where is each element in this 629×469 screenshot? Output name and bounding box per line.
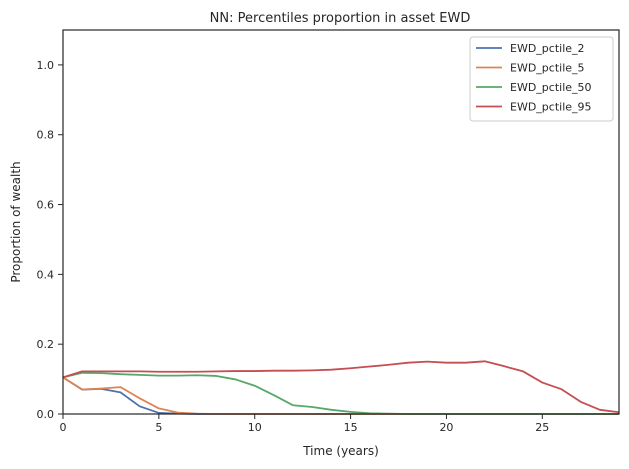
y-tick-label: 0.6 <box>37 199 55 212</box>
series-line-ewd-pctile-95 <box>62 360 620 414</box>
y-tick-label: 0.0 <box>37 408 55 421</box>
legend: EWD_pctile_2 EWD_pctile_5 EWD_pctile_50 EWD… <box>469 36 614 122</box>
series-line-ewd-pctile-2 <box>62 376 619 415</box>
legend-label: EWD_pctile_95 <box>510 101 592 114</box>
legend-box <box>469 36 614 122</box>
y-axis: 0.0 0.2 0.4 0.6 0.8 1.0 <box>37 59 63 421</box>
x-axis-label: Time (years) <box>302 444 379 458</box>
y-tick-label: 1.0 <box>37 59 55 72</box>
y-tick-label: 0.2 <box>37 338 55 351</box>
plot-area <box>62 360 620 415</box>
x-tick-label: 0 <box>60 421 67 434</box>
y-axis-label: Proportion of wealth <box>9 161 23 282</box>
chart-title: NN: Percentiles proportion in asset EWD <box>210 11 471 26</box>
legend-label: EWD_pctile_50 <box>510 81 592 94</box>
x-tick-label: 15 <box>344 421 358 434</box>
x-tick-label: 10 <box>248 421 262 434</box>
x-tick-label: 25 <box>535 421 549 434</box>
plot-frame <box>62 29 620 415</box>
legend-label: EWD_pctile_2 <box>510 42 585 55</box>
x-tick-label: 5 <box>155 421 162 434</box>
x-axis: 0 5 10 15 20 25 <box>60 414 549 434</box>
y-tick-label: 0.4 <box>37 268 55 281</box>
legend-label: EWD_pctile_5 <box>510 62 585 75</box>
y-tick-label: 0.8 <box>37 129 55 142</box>
x-tick-label: 20 <box>439 421 453 434</box>
